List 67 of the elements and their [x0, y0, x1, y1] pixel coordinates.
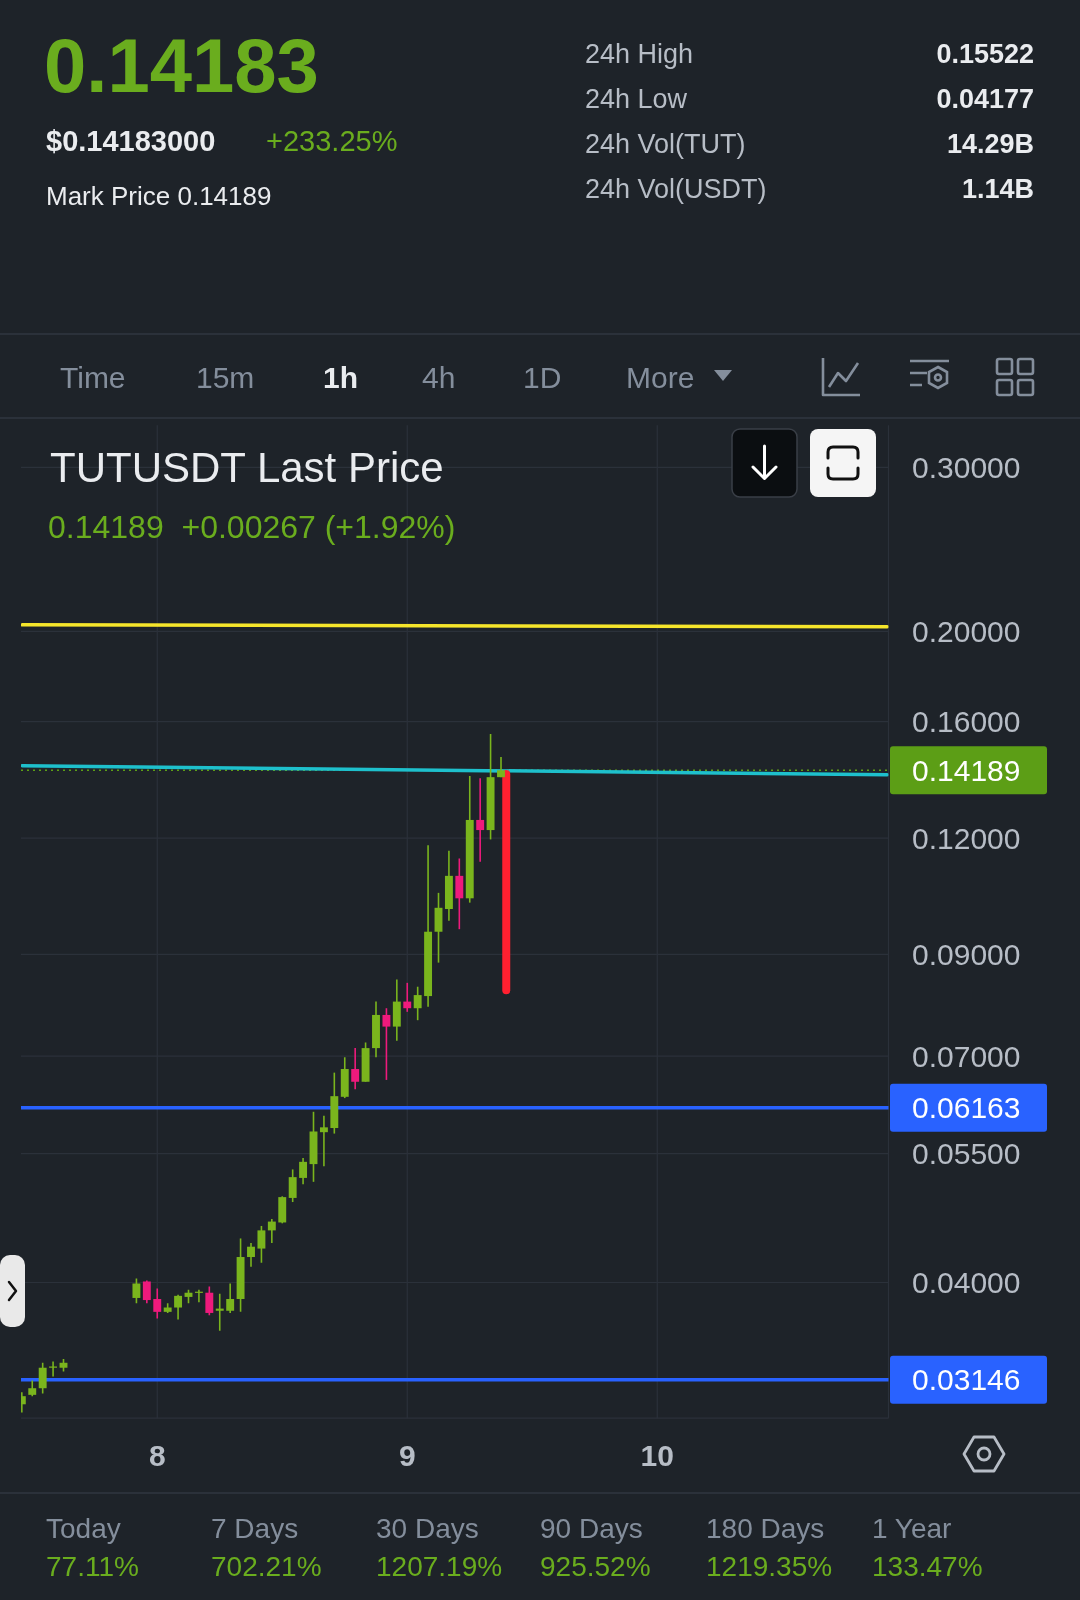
text: 1h	[323, 361, 359, 394]
ref-line-label: 0.06163	[912, 1091, 1021, 1125]
text: 90 Days	[540, 1513, 643, 1544]
y-tick-label: 0.30000	[912, 450, 1021, 484]
text: 1219.35%	[706, 1551, 833, 1582]
text: 1 Year	[872, 1513, 952, 1544]
y-tick-label: 0.20000	[912, 614, 1021, 648]
text: TUTUSDT Last Price	[50, 444, 444, 491]
text: 0.14189 +0.00267 (+1.92%)	[48, 509, 456, 545]
candlestick	[174, 1294, 183, 1321]
ref-line-label: 0.14189	[912, 753, 1021, 787]
candlestick	[142, 1279, 151, 1305]
text: 77.11%	[46, 1551, 139, 1582]
text: 925.52%	[540, 1551, 651, 1582]
text: 1.14B	[961, 174, 1034, 204]
candlestick	[257, 1225, 266, 1264]
candlestick	[132, 1277, 141, 1305]
candlestick	[247, 1242, 255, 1268]
text: 0.14183	[44, 23, 319, 108]
candlestick	[299, 1157, 308, 1186]
text: 702.21%	[211, 1551, 322, 1582]
y-tick-label: 0.12000	[912, 821, 1021, 855]
text: 180 Days	[706, 1513, 825, 1544]
x-tick-label: 10	[640, 1438, 674, 1472]
text: 24h Vol(USDT)	[585, 174, 767, 204]
text: Mark Price 0.14189	[46, 181, 272, 211]
candlestick	[413, 985, 422, 1021]
candlestick	[153, 1287, 162, 1320]
candlestick	[351, 1047, 360, 1091]
text: 7 Days	[211, 1513, 299, 1544]
text: 24h Vol(TUT)	[585, 129, 746, 159]
candlestick	[49, 1360, 58, 1378]
candlestick	[319, 1114, 328, 1168]
candlestick	[205, 1285, 214, 1316]
ref-line-label: 0.03146	[912, 1363, 1021, 1397]
candlestick	[38, 1361, 47, 1395]
text: 0.15522	[936, 39, 1034, 69]
candlestick	[267, 1218, 276, 1244]
x-tick-label: 8	[148, 1438, 166, 1472]
text: 24h High	[585, 39, 694, 69]
candlestick	[382, 1007, 391, 1081]
text: 1D	[523, 361, 562, 394]
text: Time	[60, 361, 126, 394]
text: 1207.19%	[376, 1551, 503, 1582]
text: 133.47%	[872, 1551, 983, 1582]
text: +233.25%	[266, 125, 398, 157]
text: $0.14183000	[46, 125, 216, 157]
text: 14.29B	[946, 129, 1034, 159]
candlestick	[476, 777, 485, 863]
candlestick	[226, 1282, 235, 1314]
candlestick	[288, 1168, 297, 1203]
y-tick-label: 0.07000	[912, 1039, 1021, 1073]
y-tick-label: 0.16000	[912, 705, 1021, 739]
text: Today	[46, 1513, 121, 1544]
text: More	[626, 361, 695, 394]
y-tick-label: 0.04000	[912, 1265, 1021, 1299]
x-tick-label: 9	[398, 1438, 416, 1472]
y-tick-label: 0.05500	[912, 1137, 1021, 1171]
y-tick-label: 0.09000	[912, 937, 1021, 971]
candlestick	[403, 982, 412, 1013]
text: 0.04177	[936, 84, 1034, 114]
candlestick	[455, 857, 464, 930]
text: 30 Days	[376, 1513, 479, 1544]
text: 24h Low	[585, 84, 688, 114]
text: 4h	[422, 361, 456, 394]
candlestick	[215, 1292, 224, 1332]
text: 15m	[196, 361, 255, 394]
